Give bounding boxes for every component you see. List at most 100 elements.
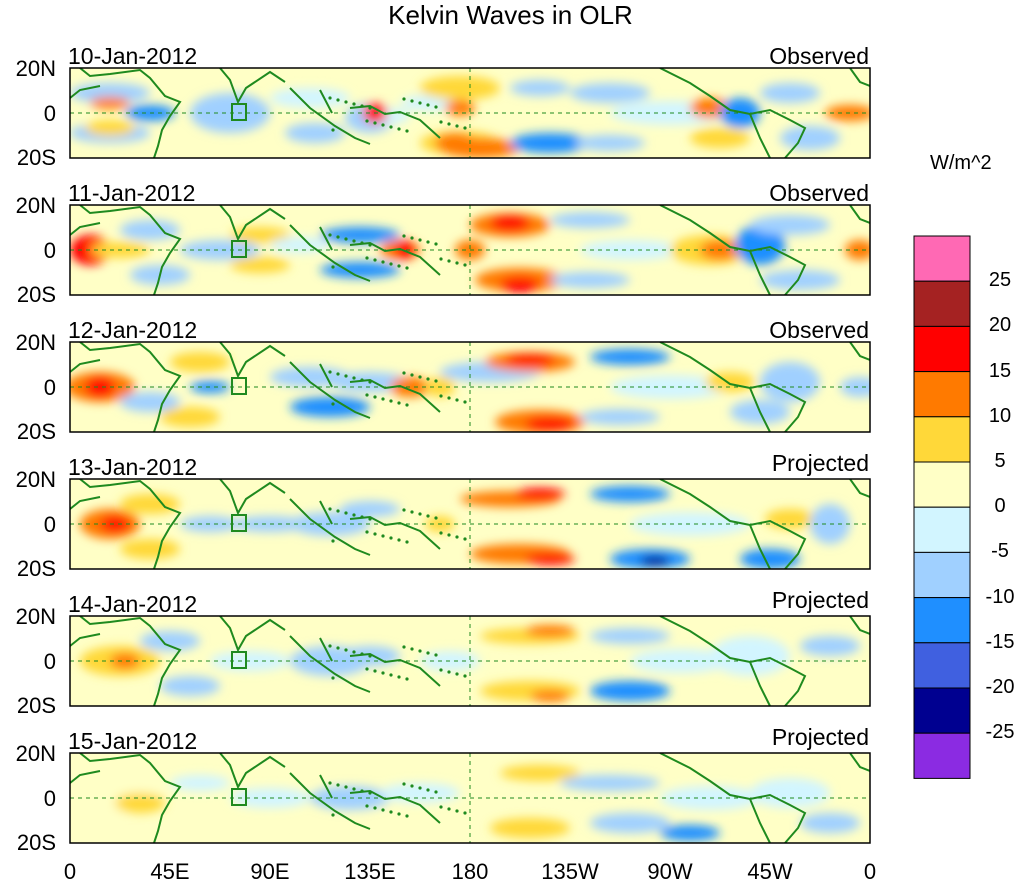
island-dot	[365, 667, 369, 671]
olr-anomaly	[270, 237, 330, 253]
island-dot	[418, 649, 422, 653]
island-dot	[410, 784, 414, 788]
coastline-africa	[70, 753, 182, 843]
olr-anomaly	[445, 100, 475, 116]
island-dot	[344, 511, 348, 515]
lat-label-20s: 20S	[16, 282, 56, 307]
island-dot	[426, 103, 430, 107]
island-dot	[463, 537, 467, 541]
colorbar-swatch	[913, 687, 971, 734]
island-dot	[463, 811, 467, 815]
island-dot	[352, 513, 356, 517]
island-dot	[360, 515, 364, 519]
island-dot	[447, 670, 451, 674]
coastline-americas	[659, 205, 807, 295]
island-dot	[447, 533, 451, 537]
island-dot	[402, 371, 406, 375]
olr-anomaly	[440, 138, 520, 158]
island-dot	[402, 782, 406, 786]
island-dot	[410, 510, 414, 514]
island-dot	[389, 262, 393, 266]
coastline-asia	[219, 68, 286, 105]
panel-frame	[69, 752, 871, 844]
region-box	[231, 377, 247, 395]
olr-anomaly	[120, 392, 180, 412]
island-dot	[365, 393, 369, 397]
island-dot	[455, 535, 459, 539]
olr-anomaly	[490, 215, 530, 231]
island-dot	[410, 99, 414, 103]
colorbar-units: W/m^2	[930, 152, 992, 174]
island-dot	[336, 235, 340, 239]
island-dot	[368, 791, 372, 795]
olr-anomaly	[530, 690, 570, 702]
island-dot	[434, 105, 438, 109]
lon-label: 45E	[150, 859, 190, 884]
panel-4-type: Projected	[771, 450, 869, 476]
colorbar-tick: 10	[988, 404, 1012, 427]
island-dot	[426, 514, 430, 518]
colorbar-swatch	[913, 506, 971, 553]
island-dot	[389, 673, 393, 677]
island-dot	[418, 101, 422, 105]
olr-anomaly	[230, 257, 290, 273]
olr-anomaly	[85, 120, 135, 136]
olr-anomaly	[380, 783, 460, 803]
panel-6-type: Projected	[771, 724, 869, 750]
island-dot	[439, 805, 443, 809]
island-dot	[397, 812, 401, 816]
olr-anomaly	[760, 362, 820, 402]
colorbar-tick: 15	[988, 359, 1012, 382]
island-dot	[344, 374, 348, 378]
island-dot	[405, 403, 409, 407]
lat-label-20n: 20N	[15, 741, 56, 766]
region-box	[231, 514, 247, 532]
island-dot	[352, 102, 356, 106]
region-box	[231, 240, 247, 258]
island-dot	[439, 257, 443, 261]
olr-anomaly	[590, 681, 670, 701]
island-dot	[368, 654, 372, 658]
island-dot	[426, 377, 430, 381]
coastline-africa	[70, 68, 182, 158]
island-dot	[426, 651, 430, 655]
olr-anomaly	[750, 778, 830, 808]
island-dot	[463, 400, 467, 404]
island-dot	[381, 397, 385, 401]
island-dot	[365, 256, 369, 260]
colorbar-tick: 20	[988, 314, 1012, 337]
olr-anomaly	[780, 126, 840, 150]
island-dot	[373, 669, 377, 673]
olr-anomaly	[120, 220, 180, 240]
lat-label-20s: 20S	[16, 693, 56, 718]
island-dot	[336, 372, 340, 376]
olr-anomaly	[140, 631, 200, 651]
island-dot	[328, 644, 332, 648]
island-dot	[426, 788, 430, 792]
island-dot	[365, 119, 369, 123]
lat-label-eq: 0	[43, 101, 56, 126]
colorbar-swatch	[913, 325, 971, 373]
colorbar-tick: -25	[985, 721, 1015, 744]
island-dot	[397, 127, 401, 131]
olr-anomaly	[590, 813, 670, 833]
olr-anomaly	[590, 349, 670, 365]
olr-anomaly	[560, 775, 660, 791]
lon-label: 0	[63, 859, 77, 884]
lat-label-20n: 20N	[15, 604, 56, 629]
island-dot	[365, 804, 369, 808]
colorbar-swatch	[913, 416, 971, 463]
coastline-americas	[659, 68, 807, 158]
olr-anomaly	[320, 262, 400, 278]
lat-label-20n: 20N	[15, 193, 56, 218]
island-dot	[455, 809, 459, 813]
panel-3-type: Observed	[769, 317, 869, 343]
island-dot	[447, 259, 451, 263]
island-dot	[439, 531, 443, 535]
lat-label-20n: 20N	[15, 467, 56, 492]
coastline-europe	[849, 342, 870, 361]
colorbar-tick: 25	[988, 269, 1012, 292]
olr-anomaly	[705, 372, 755, 392]
coastline-americas	[659, 342, 807, 432]
panel-1-date: 10-Jan-2012	[68, 43, 198, 69]
